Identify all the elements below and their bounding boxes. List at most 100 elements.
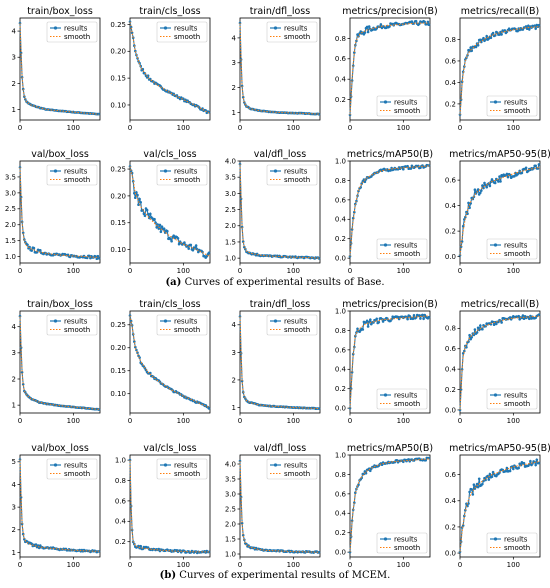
chart-panel-a-6: val/cls_loss 0.10 0.15 0.20 0.25 0 100 resultss… (110, 149, 211, 275)
series-results-point (414, 19, 418, 23)
series-results-point (134, 196, 137, 199)
legend-results-marker (273, 169, 278, 173)
chart-panel-a-4: metrics/recall(B) 0.2 0.4 0.6 0.8 0 100 results… (445, 6, 541, 132)
series-results-point (520, 171, 524, 175)
series-results-point (19, 195, 23, 199)
legend-smooth-label: smooth (394, 400, 420, 408)
series-results-point (522, 317, 526, 321)
series-results-point (521, 314, 525, 317)
series-results-point (129, 319, 133, 323)
series-results-point (479, 191, 482, 195)
series-results-point (529, 459, 532, 463)
series-smooth-line (19, 316, 99, 410)
y-tick-label: 0.20 (110, 344, 126, 352)
x-tick-label: 0 (128, 417, 132, 425)
x-tick-label: 100 (177, 417, 190, 425)
legend-smooth-label: smooth (174, 326, 200, 334)
plot-frame (19, 160, 101, 264)
y-tick-label: 2.0 (225, 520, 236, 528)
series-results-point (317, 407, 321, 410)
y-tick-label: 0.6 (445, 345, 457, 353)
y-tick-label: 2.5 (225, 505, 236, 513)
series-results-point (426, 20, 430, 24)
chart-title: metrics/mAP50(B) (347, 443, 433, 454)
series-results-point (369, 469, 372, 473)
y-tick-label: 0.10 (110, 101, 126, 109)
series-results-point (476, 44, 480, 47)
series-results-point (371, 28, 374, 32)
x-tick-label: 100 (67, 267, 80, 275)
y-tick-label: 3.5 (225, 174, 236, 182)
caption-b-text: Curves of experimental results of MCEM. (176, 570, 391, 581)
series-smooth-line (129, 460, 209, 553)
chart-title: metrics/mAP50-95(B) (449, 149, 550, 160)
y-tick-label: 0.2 (335, 235, 346, 243)
x-tick-label: 100 (397, 561, 410, 569)
series-results-point (201, 107, 204, 110)
chart-panel-a-8: metrics/mAP50(B) 0.0 0.2 0.4 0.6 0.8 1.0 0 100 re… (335, 149, 433, 275)
x-tick-label: 0 (238, 124, 242, 132)
series-results-point (480, 189, 483, 192)
series-smooth-line (19, 459, 99, 552)
chart-title: train/box_loss (27, 6, 93, 17)
y-tick-label: 0.2 (445, 386, 456, 394)
y-tick-label: 2 (12, 526, 16, 534)
y-tick-label: 4 (12, 27, 17, 35)
series-results-point (37, 546, 41, 550)
x-tick-label: 0 (18, 267, 22, 275)
series-results-point (406, 164, 409, 168)
series-results-point (469, 46, 473, 49)
legend-smooth-label: smooth (394, 250, 420, 258)
x-tick-label: 100 (287, 267, 300, 275)
series-results-point (474, 45, 478, 49)
y-tick-label: 0.6 (335, 346, 347, 354)
y-tick-label: 0.6 (445, 471, 457, 479)
series-smooth-line (239, 316, 319, 410)
caption-b-letter: (b) (159, 570, 177, 581)
chart-panel-b-9: metrics/mAP50-95(B) 0.0 0.2 0.4 0.6 0 100 resul… (445, 443, 550, 569)
x-tick-label: 0 (18, 561, 22, 569)
x-tick-label: 0 (238, 561, 242, 569)
legend-smooth-label: smooth (504, 250, 530, 258)
legend-smooth-label: smooth (284, 33, 310, 41)
series-results-point (537, 163, 541, 166)
legend-results-marker (273, 319, 278, 323)
series-results-point (361, 328, 365, 331)
y-tick-label: 1.0 (115, 457, 126, 465)
series-results-point (402, 167, 405, 171)
series-results-point (490, 178, 494, 181)
y-tick-label: 0.6 (335, 196, 347, 204)
legend-smooth-label: smooth (504, 400, 530, 408)
legend-results-label: results (174, 24, 198, 32)
series-results-point (524, 166, 528, 170)
caption-a-text: Curves of experimental results of Base. (181, 277, 385, 288)
series-results-point (134, 49, 137, 53)
series-results-point (381, 320, 385, 323)
y-tick-label: 0.15 (110, 367, 126, 375)
series-results-point (467, 502, 470, 505)
series-results-point (537, 23, 541, 27)
y-tick-label: 0.2 (335, 529, 346, 537)
series-results-point (207, 550, 211, 554)
series-results-point (535, 458, 539, 462)
y-tick-label: 3.5 (225, 475, 236, 483)
series-results-point (488, 472, 492, 476)
plot-frame (459, 454, 541, 558)
chart-panel-a-9: metrics/mAP50-95(B) 0.0 0.2 0.4 0.6 0 100 resul… (445, 149, 550, 275)
series-results-point (157, 547, 161, 551)
y-tick-label: 4 (232, 34, 237, 42)
chart-title: val/dfl_loss (254, 149, 306, 160)
x-tick-label: 0 (128, 267, 132, 275)
series-results-point (19, 496, 23, 499)
legend-smooth-label: smooth (284, 326, 310, 334)
y-tick-label: 0.4 (445, 202, 457, 210)
series-results-point (475, 331, 479, 334)
series-results-point (133, 191, 136, 195)
series-results-point (138, 197, 141, 201)
